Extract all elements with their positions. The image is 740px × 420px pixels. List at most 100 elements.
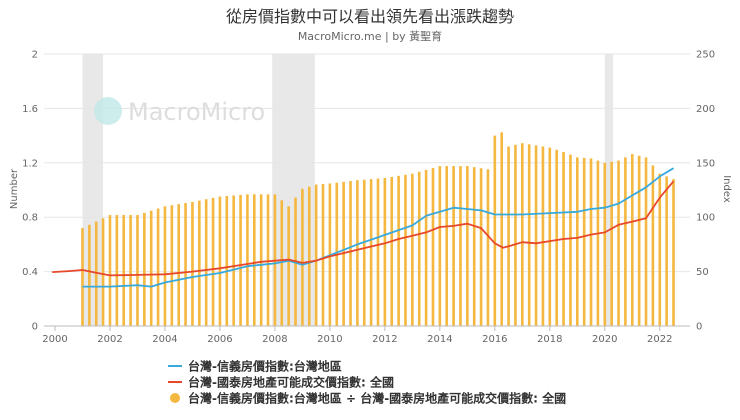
bar <box>514 144 517 326</box>
y-right-tick-label: 200 <box>696 104 715 115</box>
bar <box>651 165 655 326</box>
bar <box>431 167 435 326</box>
bar <box>672 179 675 326</box>
bar <box>500 132 503 326</box>
bar <box>88 224 91 326</box>
bar <box>548 147 552 326</box>
x-tick-label: 2020 <box>592 334 617 345</box>
bar <box>527 144 531 326</box>
bar <box>486 169 490 326</box>
recession-band <box>272 54 315 326</box>
legend-label: 台灣-信義房價指數:台灣地區 <box>188 359 342 374</box>
bar <box>472 167 476 326</box>
bar <box>452 166 455 326</box>
bar <box>589 158 593 326</box>
x-tick-label: 2016 <box>482 334 507 345</box>
y-right-tick-label: 150 <box>696 158 715 169</box>
bar <box>411 173 414 326</box>
bar <box>184 203 187 326</box>
chart-subtitle: MacroMicro.me | by 黃聖育 <box>298 29 442 43</box>
x-tick-label: 2010 <box>317 334 342 345</box>
bar <box>534 145 538 326</box>
bar <box>575 157 579 326</box>
bar <box>143 212 146 326</box>
x-tick-label: 2014 <box>427 334 452 345</box>
y-left-tick-label: 0 <box>32 322 38 333</box>
bar <box>170 205 174 326</box>
bar <box>108 215 112 326</box>
x-tick-label: 2000 <box>42 334 67 345</box>
bar <box>246 194 249 326</box>
legend-label: 台灣-國泰房地產可能成交價指數: 全國 <box>188 375 394 390</box>
bar <box>596 160 600 326</box>
bar <box>177 204 180 326</box>
bar <box>582 157 586 326</box>
bar <box>198 200 201 326</box>
bar <box>163 206 167 326</box>
bar <box>156 208 160 326</box>
y-left-tick-label: 0.8 <box>22 213 38 224</box>
y-right-tick-label: 100 <box>696 213 715 224</box>
recession-band <box>82 54 104 326</box>
bar <box>321 184 325 326</box>
x-tick-label: 2012 <box>372 334 397 345</box>
bar <box>115 215 119 326</box>
y-left-tick-label: 1.2 <box>22 158 38 169</box>
bar <box>521 143 524 326</box>
x-tick-label: 2022 <box>647 334 672 345</box>
x-tick-label: 2006 <box>207 334 232 345</box>
bar <box>383 178 387 326</box>
bar <box>637 155 641 326</box>
legend-swatch <box>170 393 180 403</box>
bar <box>438 166 442 326</box>
bar <box>390 176 394 326</box>
bar <box>191 201 194 326</box>
bar <box>122 215 126 326</box>
bar <box>624 157 627 326</box>
bar <box>603 162 607 326</box>
y-right-tick-label: 0 <box>696 322 702 333</box>
watermark-logo-icon <box>94 97 122 125</box>
bar <box>232 195 235 326</box>
recession-band <box>604 54 614 326</box>
bar <box>204 199 208 326</box>
watermark-text: MacroMicro <box>128 98 265 126</box>
bar <box>149 210 153 326</box>
bar <box>129 215 132 326</box>
bar <box>507 146 510 326</box>
y-left-tick-label: 2 <box>32 50 38 61</box>
bar <box>445 166 449 326</box>
y-axis-left-label: Number <box>9 168 20 209</box>
bar <box>466 166 469 326</box>
bar <box>349 181 352 326</box>
bar <box>362 179 366 326</box>
bar <box>397 175 400 326</box>
bar <box>314 184 318 326</box>
bar <box>644 157 648 326</box>
bar <box>404 174 407 326</box>
bar <box>136 215 139 326</box>
line-series <box>52 167 675 288</box>
bar <box>356 180 359 326</box>
bar <box>493 135 497 326</box>
y-left-tick-label: 1.6 <box>22 104 38 115</box>
bar <box>259 194 263 326</box>
bar <box>101 218 105 326</box>
bar-series <box>81 132 675 326</box>
bar <box>239 194 242 326</box>
bar <box>617 160 620 326</box>
legend-label: 台灣-信義房價指數:台灣地區 ÷ 台灣-國泰房地產可能成交價指數: 全國 <box>188 391 566 406</box>
bar <box>665 176 668 326</box>
bar <box>307 186 311 326</box>
recession-shading <box>82 54 614 326</box>
bar <box>569 154 572 326</box>
y-left-tick-label: 0.4 <box>22 267 38 278</box>
bar <box>424 169 428 326</box>
y-axis-right-label: Index <box>721 175 732 203</box>
bar <box>287 206 290 326</box>
bar <box>541 146 545 326</box>
